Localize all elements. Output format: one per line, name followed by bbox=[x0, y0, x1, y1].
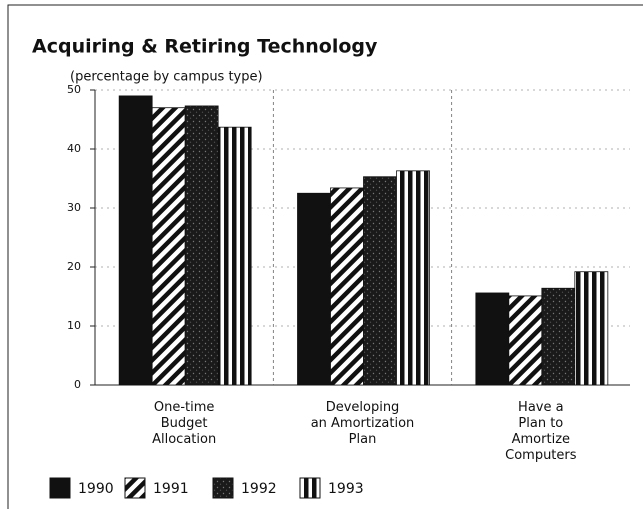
legend-swatch bbox=[299, 477, 321, 499]
legend-label: 1990 bbox=[78, 481, 114, 497]
x-tick-label: Have a Plan to Amortize Computers bbox=[505, 400, 577, 463]
bar bbox=[363, 176, 397, 386]
legend-label: 1993 bbox=[328, 481, 364, 497]
bar bbox=[508, 295, 543, 386]
y-tick-label: 50 bbox=[67, 83, 81, 96]
x-tick-label: Developing an Amortization Plan bbox=[310, 400, 415, 447]
y-tick-label: 20 bbox=[67, 260, 81, 273]
legend-label: 1992 bbox=[241, 481, 277, 497]
y-tick-label: 0 bbox=[74, 378, 81, 391]
y-tick-label: 30 bbox=[67, 201, 81, 214]
bar bbox=[475, 292, 510, 386]
frame bbox=[7, 4, 643, 509]
chart-title: Acquiring & Retiring Technology bbox=[32, 36, 378, 58]
legend-swatch bbox=[212, 477, 234, 499]
bar bbox=[151, 107, 186, 386]
chart-subtitle: (percentage by campus type) bbox=[70, 70, 263, 85]
legend-swatch bbox=[124, 477, 146, 499]
bar bbox=[297, 192, 331, 386]
legend-label: 1991 bbox=[153, 481, 189, 497]
bar bbox=[184, 105, 219, 386]
bar bbox=[217, 126, 252, 386]
bar bbox=[118, 95, 153, 386]
legend-swatch bbox=[49, 477, 71, 499]
x-tick-label: One-time Budget Allocation bbox=[152, 400, 217, 447]
bar bbox=[330, 187, 364, 386]
bar bbox=[541, 287, 576, 386]
bar bbox=[574, 271, 609, 386]
y-tick-label: 40 bbox=[67, 142, 81, 155]
y-tick-label: 10 bbox=[67, 319, 81, 332]
bar bbox=[396, 170, 430, 386]
